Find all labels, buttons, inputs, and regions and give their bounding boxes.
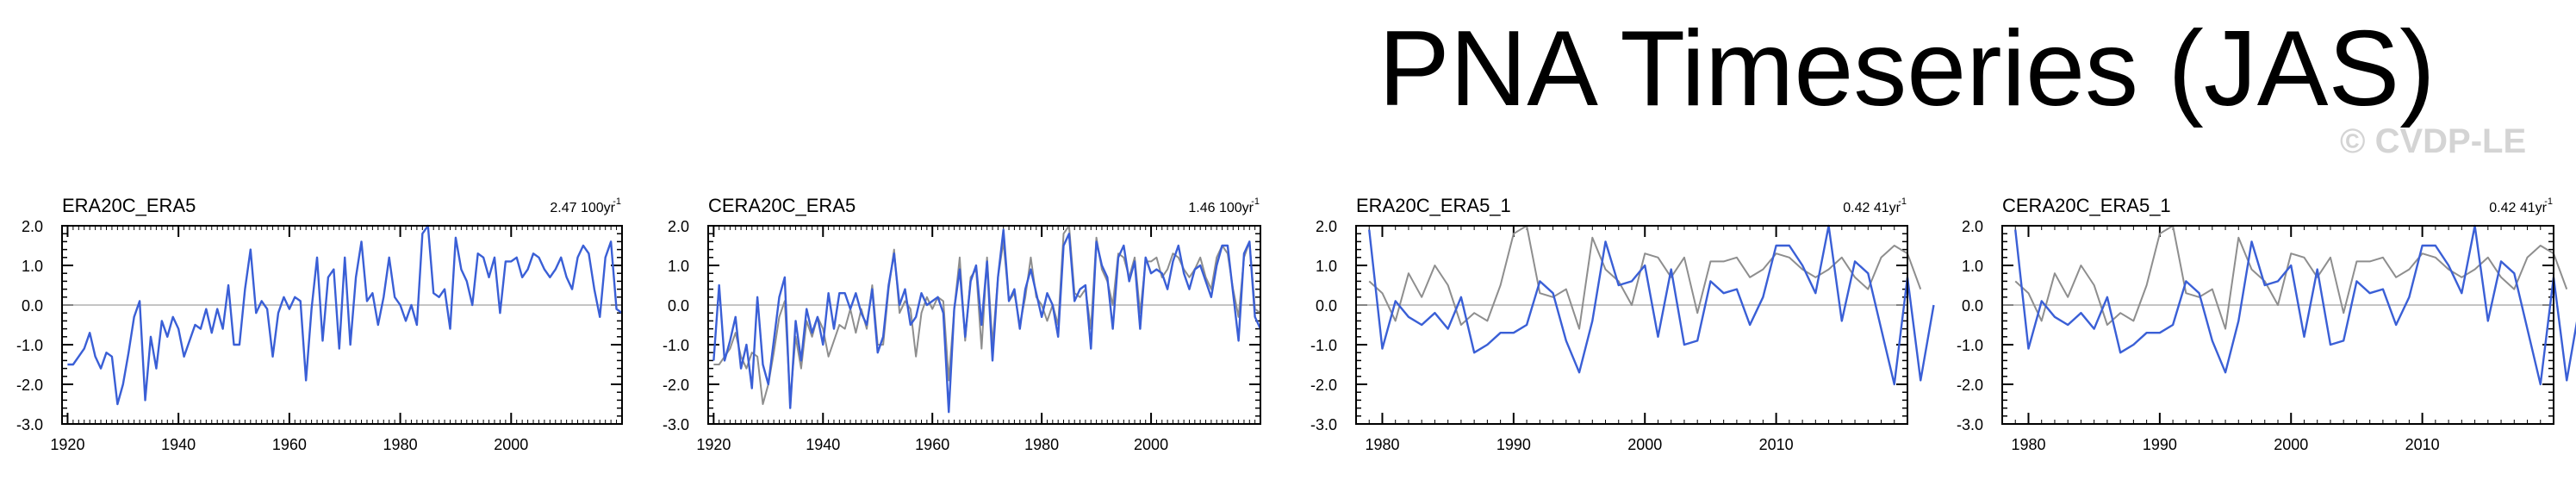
y-tick-label: 2.0 [22,218,43,235]
axes: -3.0 -2.0 -1.0 0.0 1.0 2.0 1980 1990 2000 2010 [1957,218,2554,453]
x-tick-label: 1920 [50,436,84,453]
y-tick-label: 1.0 [668,258,689,275]
y-tick-label: -2.0 [1310,377,1337,394]
chart-title: ERA20C_ERA5 [62,195,196,216]
plot-frame [61,225,623,425]
chart-title: CERA20C_ERA5 [708,195,856,216]
y-tick-label: -1.0 [1957,337,1983,354]
x-tick-label: 1980 [1024,436,1059,453]
y-tick-label: -1.0 [1310,337,1337,354]
y-tick-label: 2.0 [668,218,689,235]
plot-frame [2001,225,2554,425]
y-tick-label: -1.0 [16,337,43,354]
series-line-model [712,228,1262,414]
series-line-model [1368,224,1935,386]
series-line-model [67,224,623,406]
chart-panel-4: CERA20C_ERA5_1 0.42 41yr-1 -3.0 -2.0 -1.0 0.0… [1957,195,2576,453]
x-tick-label: 1940 [161,436,196,453]
trend-label: 0.42 41yr [1843,201,1901,215]
chart-title: CERA20C_ERA5_1 [2002,195,2171,216]
page-title: PNA Timeseries (JAS) [1378,9,2436,128]
y-tick-label: 0.0 [1316,297,1337,315]
x-tick-label: 1960 [272,436,307,453]
plot-frame [1355,225,1908,425]
y-tick-label: 2.0 [1962,218,1983,235]
y-tick-label: 0.0 [1962,297,1983,315]
x-tick-label: 1980 [383,436,418,453]
trend-label-exponent: -1 [613,196,621,207]
y-tick-label: 0.0 [22,297,43,315]
series-line-obs [2014,225,2568,330]
x-tick-label: 2010 [1759,436,1794,453]
x-tick-label: 1980 [1365,436,1399,453]
y-tick-label: -3.0 [16,416,43,433]
y-tick-label: -3.0 [1310,416,1337,433]
x-tick-label: 2000 [1134,436,1168,453]
chart-title: ERA20C_ERA5_1 [1356,195,1511,216]
trend-label-exponent: -1 [1898,196,1907,207]
watermark: © CVDP-LE [2340,122,2527,160]
x-tick-label: 1990 [2143,436,2177,453]
y-tick-label: -3.0 [663,416,689,433]
x-tick-label: 1940 [806,436,840,453]
x-tick-label: 1990 [1496,436,1531,453]
plot-frame [707,225,1261,425]
x-tick-label: 1960 [915,436,949,453]
chart-panel-1: ERA20C_ERA5 2.47 100yr-1 -3.0 -2.0 -1.0 0.0 1.… [16,195,623,453]
y-tick-label: -2.0 [1957,377,1983,394]
y-tick-label: 1.0 [1316,258,1337,275]
x-tick-label: 2000 [2274,436,2308,453]
series-line-model [2014,224,2576,386]
y-tick-label: 1.0 [1962,258,1983,275]
x-tick-label: 2000 [1627,436,1662,453]
trend-label: 2.47 100yr [550,201,615,215]
chart-panel-2: CERA20C_ERA5 1.46 100yr-1 -3.0 -2.0 -1.0 0.0 1… [663,195,1262,453]
x-tick-label: 1920 [696,436,731,453]
axes: -3.0 -2.0 -1.0 0.0 1.0 2.0 1920 1940 1960 1980 200… [16,218,623,453]
x-tick-label: 1980 [2011,436,2045,453]
trend-label-exponent: -1 [2544,196,2553,207]
trend-label: 0.42 41yr [2489,201,2547,215]
y-tick-label: -2.0 [663,377,689,394]
x-tick-label: 2010 [2405,436,2440,453]
y-tick-label: 1.0 [22,258,43,275]
y-tick-label: -1.0 [663,337,689,354]
y-tick-label: 0.0 [668,297,689,315]
axes: -3.0 -2.0 -1.0 0.0 1.0 2.0 1920 1940 1960 1980 200… [663,218,1261,453]
y-tick-label: -3.0 [1957,416,1983,433]
y-tick-label: 2.0 [1316,218,1337,235]
trend-label-exponent: -1 [1251,196,1260,207]
series-line-obs [1368,225,1922,330]
chart-panel-3: ERA20C_ERA5_1 0.42 41yr-1 -3.0 -2.0 -1.0 0.0 1… [1310,195,1935,453]
series-line-obs [713,225,1261,405]
trend-label: 1.46 100yr [1188,201,1254,215]
x-tick-label: 2000 [494,436,528,453]
y-tick-label: -2.0 [16,377,43,394]
